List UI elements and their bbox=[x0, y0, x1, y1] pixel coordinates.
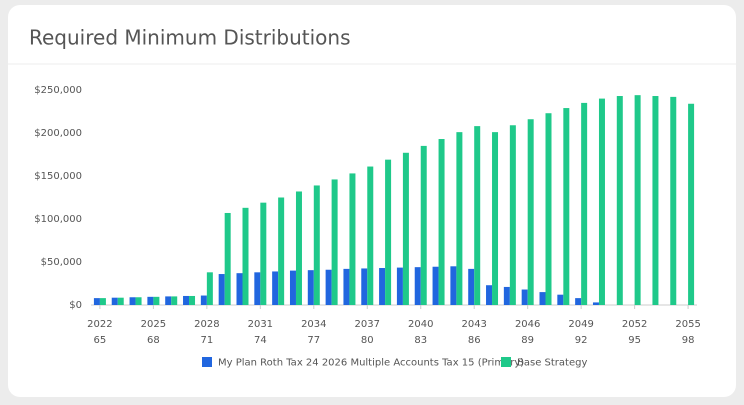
x-tick-label-secondary: 71 bbox=[200, 335, 213, 346]
bar bbox=[260, 202, 267, 305]
bar bbox=[539, 292, 546, 305]
bar bbox=[289, 270, 296, 305]
bar bbox=[242, 207, 249, 305]
bar bbox=[171, 296, 178, 305]
x-tick-label: 2028 bbox=[194, 319, 219, 330]
bar bbox=[379, 268, 386, 305]
x-tick-label: 2040 bbox=[408, 319, 433, 330]
bar bbox=[396, 267, 403, 305]
bar bbox=[592, 302, 599, 305]
x-tick-label-secondary: 95 bbox=[628, 335, 641, 346]
bar bbox=[456, 132, 463, 305]
legend-swatch bbox=[501, 357, 511, 367]
x-tick-label: 2043 bbox=[461, 319, 486, 330]
legend-swatch bbox=[202, 357, 212, 367]
x-tick-label: 2031 bbox=[248, 319, 273, 330]
bar bbox=[503, 286, 510, 305]
bar bbox=[313, 185, 320, 305]
x-tick-label-secondary: 98 bbox=[682, 335, 695, 346]
bar bbox=[575, 298, 582, 305]
x-tick-label: 2025 bbox=[141, 319, 166, 330]
bar bbox=[492, 132, 499, 305]
bar bbox=[468, 268, 475, 305]
bar bbox=[272, 271, 279, 305]
chart-title: Required Minimum Distributions bbox=[29, 26, 351, 50]
bar bbox=[581, 102, 588, 306]
bar bbox=[598, 98, 605, 305]
bar bbox=[153, 296, 160, 305]
x-tick-label: 2034 bbox=[301, 319, 326, 330]
bar bbox=[224, 212, 231, 305]
bar bbox=[111, 297, 118, 305]
legend-label: My Plan Roth Tax 24 2026 Multiple Accoun… bbox=[218, 358, 524, 369]
bar bbox=[331, 179, 338, 305]
bar bbox=[557, 294, 564, 305]
bar bbox=[450, 266, 457, 305]
bar bbox=[189, 295, 196, 305]
bar bbox=[521, 289, 528, 305]
x-tick-label-secondary: 80 bbox=[361, 335, 374, 346]
bar bbox=[129, 297, 136, 305]
y-tick-label: $50,000 bbox=[41, 257, 82, 268]
y-tick-label: $200,000 bbox=[34, 128, 82, 139]
bar bbox=[634, 95, 641, 305]
legend-label: Base Strategy bbox=[517, 358, 587, 369]
bar bbox=[349, 173, 356, 305]
bar bbox=[414, 267, 421, 305]
y-tick-label: $100,000 bbox=[34, 214, 82, 225]
bar bbox=[402, 152, 409, 305]
bar bbox=[527, 119, 534, 306]
bar bbox=[165, 296, 172, 305]
bar bbox=[343, 268, 350, 305]
x-tick-label: 2052 bbox=[622, 319, 647, 330]
x-tick-label-secondary: 83 bbox=[414, 335, 427, 346]
bar bbox=[278, 197, 285, 305]
bar bbox=[509, 125, 516, 305]
y-tick-label: $250,000 bbox=[34, 85, 82, 96]
bar bbox=[147, 296, 154, 305]
bar bbox=[200, 295, 207, 305]
x-tick-label: 2055 bbox=[675, 319, 700, 330]
bar bbox=[307, 270, 314, 305]
bar bbox=[183, 295, 190, 305]
y-tick-label: $150,000 bbox=[34, 171, 82, 182]
x-tick-label-secondary: 74 bbox=[254, 335, 267, 346]
bar bbox=[652, 96, 659, 306]
bar bbox=[616, 96, 623, 306]
x-tick-label-secondary: 77 bbox=[307, 335, 320, 346]
bar bbox=[325, 269, 332, 305]
bar bbox=[367, 166, 374, 305]
x-tick-label-secondary: 68 bbox=[147, 335, 160, 346]
x-tick-label-secondary: 65 bbox=[94, 335, 107, 346]
x-tick-label-secondary: 89 bbox=[521, 335, 534, 346]
bar bbox=[432, 266, 439, 305]
bar bbox=[206, 272, 213, 305]
bar bbox=[670, 96, 677, 305]
bar bbox=[295, 191, 302, 305]
bar bbox=[420, 145, 427, 305]
bar bbox=[135, 297, 142, 305]
bar bbox=[361, 268, 368, 305]
x-tick-label: 2022 bbox=[87, 319, 112, 330]
bar bbox=[93, 298, 100, 305]
bar bbox=[486, 285, 493, 305]
bar bbox=[545, 113, 552, 305]
x-tick-label: 2049 bbox=[568, 319, 593, 330]
bar bbox=[563, 108, 570, 305]
bar bbox=[117, 297, 124, 305]
x-tick-label: 2046 bbox=[515, 319, 540, 330]
bar bbox=[474, 126, 481, 306]
bar bbox=[236, 273, 243, 305]
bar bbox=[385, 159, 392, 305]
x-tick-label: 2037 bbox=[355, 319, 380, 330]
x-tick-label-secondary: 92 bbox=[575, 335, 588, 346]
x-tick-label-secondary: 86 bbox=[468, 335, 481, 346]
bar bbox=[218, 274, 225, 305]
bar bbox=[688, 103, 695, 305]
bar bbox=[438, 139, 445, 305]
bar bbox=[99, 298, 106, 305]
y-tick-label: $0 bbox=[69, 300, 82, 311]
bar bbox=[254, 272, 261, 305]
